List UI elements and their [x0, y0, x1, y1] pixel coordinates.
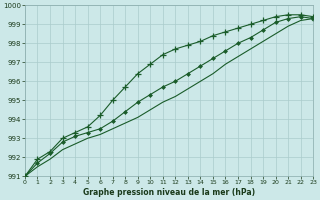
X-axis label: Graphe pression niveau de la mer (hPa): Graphe pression niveau de la mer (hPa) — [83, 188, 255, 197]
